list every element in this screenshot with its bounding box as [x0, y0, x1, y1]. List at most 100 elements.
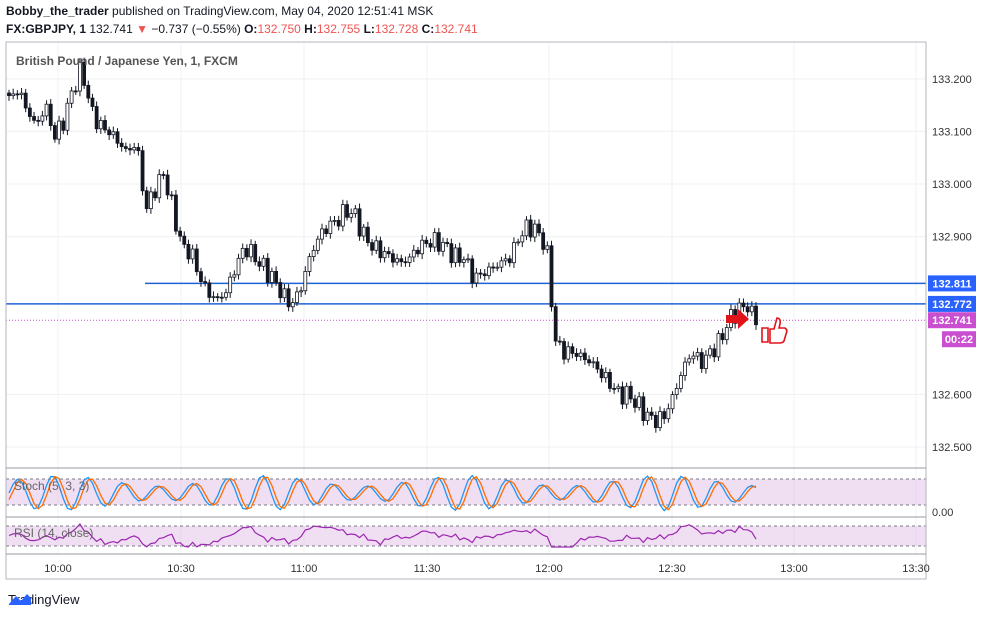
candle-body	[219, 296, 224, 299]
change-value: −0.737 (−0.55%)	[151, 22, 241, 36]
candle-body	[232, 274, 237, 278]
arrow-right-icon	[726, 309, 749, 329]
candle-body	[637, 396, 642, 408]
candle-body	[295, 291, 299, 303]
candle-body	[678, 375, 683, 389]
price-tick-label: 132.500	[932, 442, 972, 454]
candle-body	[562, 341, 566, 360]
horizontal-lines	[6, 282, 926, 321]
candle-body	[332, 220, 337, 222]
candle-body	[474, 272, 479, 284]
candle-body	[249, 244, 253, 258]
candle-body	[320, 228, 324, 240]
candle-body	[261, 257, 266, 267]
time-tick-label: 12:30	[658, 563, 686, 575]
candle-body	[365, 226, 370, 244]
candle-body	[40, 115, 45, 122]
rsi-band	[6, 526, 926, 546]
candle-body	[103, 120, 107, 131]
grid-lines	[6, 42, 926, 554]
candle-body	[290, 302, 295, 308]
open-label: O:	[244, 22, 258, 36]
candle-body	[403, 261, 408, 264]
candle-body	[19, 92, 24, 96]
price-tick-label: 132.900	[932, 232, 972, 244]
low-label: L:	[363, 22, 375, 36]
chart-title: British Pound / Japanese Yen, 1, FXCM	[16, 54, 238, 68]
time-tick-label: 10:30	[167, 563, 195, 575]
price-tick-label: 133.200	[932, 74, 972, 86]
candle-body	[578, 352, 583, 357]
candle-body	[15, 93, 20, 96]
candle-body	[123, 146, 128, 149]
candle-body	[541, 232, 546, 250]
candle-body	[190, 248, 195, 260]
candle-body	[653, 414, 658, 429]
candle-body	[645, 411, 650, 422]
price-label: 132.811	[932, 278, 971, 290]
thumbs-up-icon	[761, 317, 788, 344]
candle-body	[754, 305, 758, 326]
candle-body	[503, 258, 508, 262]
time-tick-label: 13:00	[780, 563, 808, 575]
candle-body	[708, 348, 712, 356]
candle-body	[361, 226, 366, 237]
candle-body	[349, 213, 354, 218]
candle-body	[144, 190, 149, 210]
candle-body	[591, 361, 596, 364]
candle-body	[32, 116, 36, 121]
candle-body	[487, 266, 491, 277]
candle-body	[57, 120, 61, 140]
candle-body	[370, 242, 374, 251]
candle-body	[65, 102, 70, 131]
countdown-label: 00:22	[945, 334, 973, 346]
tradingview-logo-icon	[9, 594, 31, 605]
candle-body	[633, 398, 637, 408]
candle-body	[240, 247, 245, 259]
candle-body	[111, 131, 116, 136]
candle-body	[140, 150, 145, 192]
candle-body	[432, 232, 437, 248]
stoch-band	[6, 479, 926, 505]
candle-body	[169, 194, 174, 197]
candle-body	[466, 258, 470, 261]
low-value: 132.728	[374, 22, 419, 36]
candle-body	[215, 296, 220, 299]
candle-body	[532, 223, 537, 238]
ohlc-header: FX:GBPJPY, 1 132.741 ▼ −0.737 (−0.55%) O…	[6, 22, 478, 36]
chart-border	[5, 41, 927, 580]
candle-body	[695, 352, 700, 357]
candle-body	[741, 302, 746, 308]
candle-body	[324, 228, 329, 235]
candle-body	[7, 92, 11, 97]
author-name[interactable]: Bobby_the_trader	[6, 4, 109, 18]
candle-body	[107, 129, 112, 136]
candle-body	[520, 235, 525, 243]
candle-body	[357, 208, 362, 237]
candle-body	[224, 292, 228, 298]
candle-body	[340, 204, 345, 227]
candle-body	[553, 306, 558, 342]
candle-body	[528, 219, 533, 238]
last-price: 132.741	[89, 22, 133, 36]
candle-body	[253, 244, 258, 263]
candles	[7, 57, 758, 433]
candle-body	[136, 147, 141, 152]
time-tick-label: 10:00	[44, 563, 72, 575]
candle-body	[307, 256, 312, 272]
candle-body	[153, 191, 157, 199]
candle-body	[574, 352, 579, 357]
candle-body	[315, 238, 320, 251]
candle-body	[73, 90, 78, 93]
candle-body	[461, 259, 466, 263]
candle-body	[44, 103, 49, 117]
candle-body	[211, 296, 216, 299]
stoch-label: Stoch (5, 3, 3)	[14, 479, 89, 493]
price-tick-label: 132.600	[932, 389, 972, 401]
candle-body	[420, 239, 425, 255]
candle-body	[165, 174, 170, 196]
candle-body	[570, 346, 575, 354]
rsi-line	[8, 523, 757, 548]
candle-body	[228, 276, 233, 294]
